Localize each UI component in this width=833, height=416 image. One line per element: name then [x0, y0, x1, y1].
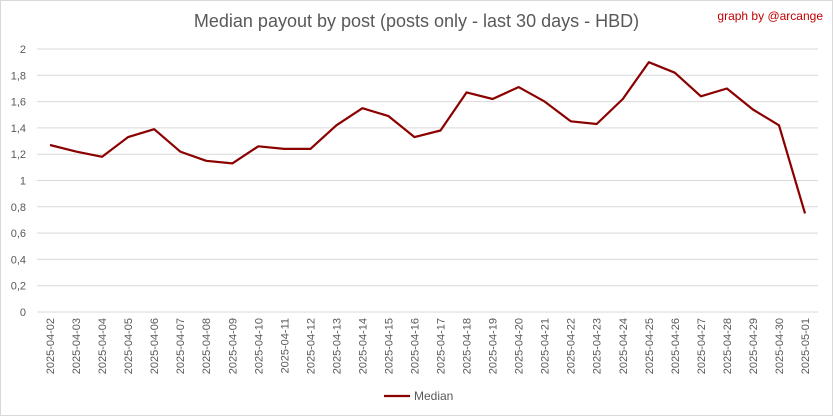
x-tick-label: 2025-04-21: [540, 318, 552, 374]
x-tick-label: 2025-04-30: [774, 318, 786, 374]
x-tick-label: 2025-05-01: [800, 318, 812, 374]
gridlines: [37, 48, 818, 313]
x-tick-label: 2025-04-07: [175, 318, 187, 374]
legend: Median: [384, 389, 453, 403]
y-tick-label: 1,8: [11, 70, 26, 82]
x-tick-label: 2025-04-15: [383, 318, 395, 374]
chart-credit: graph by @arcange: [717, 9, 823, 23]
y-axis-ticks: 0 0,2 0,4 0,6 0,8 1 1,2 1,4 1,6 1,8 2: [11, 44, 26, 319]
x-tick-label: 2025-04-25: [644, 318, 656, 374]
y-tick-label: 1,4: [11, 123, 26, 135]
y-tick-label: 0: [20, 307, 26, 319]
x-tick-label: 2025-04-14: [357, 318, 369, 374]
series-line-median: [49, 61, 807, 214]
x-tick-label: 2025-04-11: [279, 318, 291, 373]
x-tick-label: 2025-04-23: [592, 318, 604, 374]
x-tick-label: 2025-04-22: [566, 318, 578, 374]
x-tick-label: 2025-04-03: [71, 318, 83, 374]
legend-label-median: Median: [414, 389, 453, 403]
x-tick-label: 2025-04-13: [331, 318, 343, 374]
x-tick-label: 2025-04-04: [97, 318, 109, 374]
x-tick-label: 2025-04-05: [123, 318, 135, 374]
y-tick-label: 0,2: [11, 281, 26, 293]
x-tick-label: 2025-04-09: [227, 318, 239, 374]
y-tick-label: 2: [20, 44, 26, 56]
x-tick-label: 2025-04-17: [436, 318, 448, 374]
x-tick-label: 2025-04-20: [514, 318, 526, 374]
x-tick-label: 2025-04-12: [305, 318, 317, 374]
x-tick-label: 2025-04-16: [409, 318, 421, 374]
y-tick-label: 1,2: [11, 149, 26, 161]
x-tick-label: 2025-04-26: [670, 318, 682, 374]
x-tick-label: 2025-04-06: [149, 318, 161, 374]
x-tick-label: 2025-04-08: [201, 318, 213, 374]
x-tick-label: 2025-04-02: [45, 318, 57, 374]
chart-title: Median payout by post (posts only - last…: [193, 11, 640, 31]
x-tick-label: 2025-04-19: [488, 318, 500, 374]
y-tick-label: 1,6: [11, 97, 26, 109]
y-tick-label: 0,8: [11, 202, 26, 214]
x-tick-label: 2025-04-24: [618, 318, 630, 374]
x-tick-label: 2025-04-29: [748, 318, 760, 374]
x-tick-label: 2025-04-28: [722, 318, 734, 374]
y-tick-label: 0,4: [11, 254, 26, 266]
x-axis-ticks: 2025-04-02 2025-04-03 2025-04-04 2025-04-05…: [45, 318, 812, 374]
x-tick-label: 2025-04-10: [253, 318, 265, 374]
x-tick-label: 2025-04-18: [462, 318, 474, 374]
x-tick-label: 2025-04-27: [696, 318, 708, 374]
y-tick-label: 1: [20, 176, 26, 188]
y-tick-label: 0,6: [11, 228, 26, 240]
